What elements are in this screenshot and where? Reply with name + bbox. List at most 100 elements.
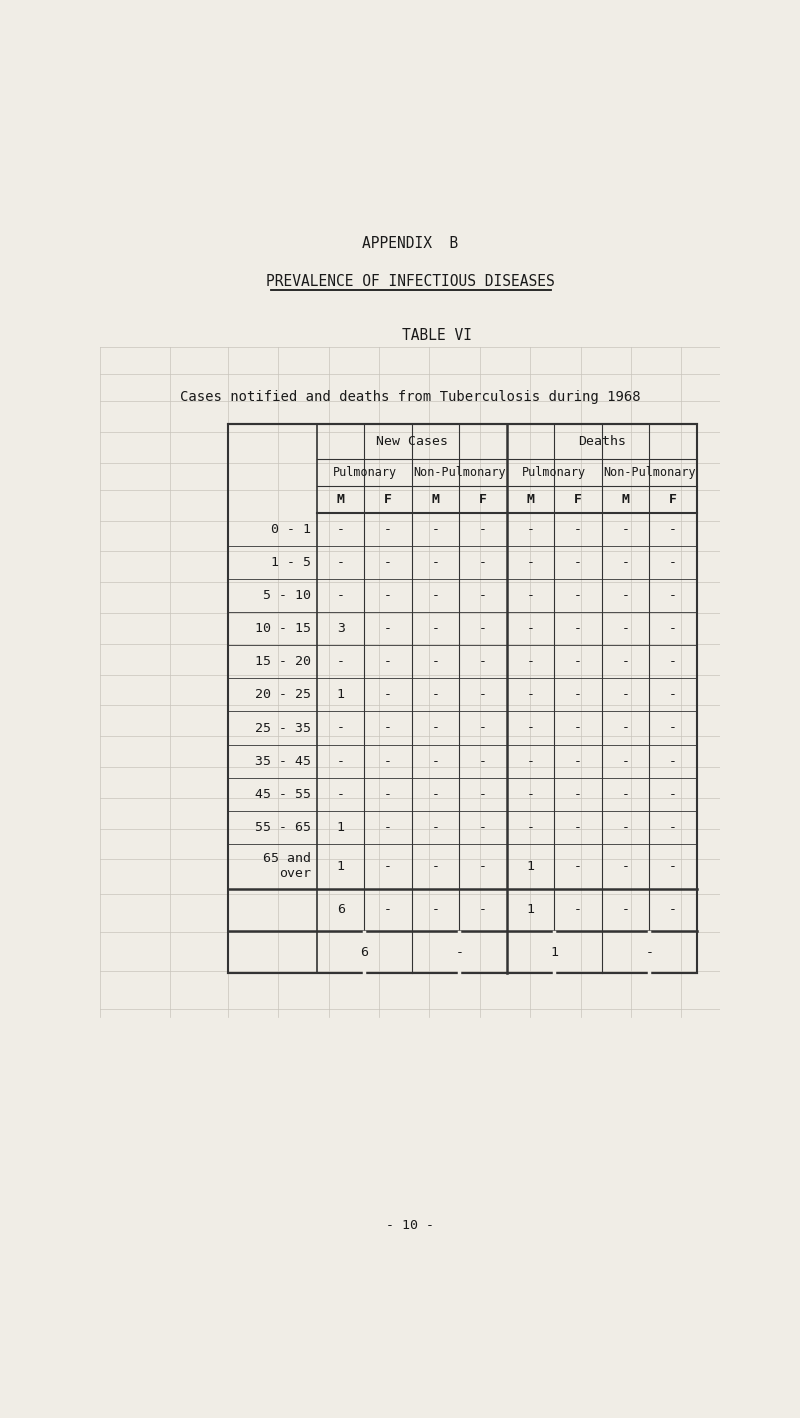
Text: -: - xyxy=(526,655,534,668)
Text: -: - xyxy=(384,722,392,735)
Text: -: - xyxy=(384,623,392,635)
Text: -: - xyxy=(479,722,487,735)
Text: -: - xyxy=(384,655,392,668)
Text: 15 - 20: 15 - 20 xyxy=(254,655,310,668)
Text: -: - xyxy=(479,655,487,668)
Text: 1: 1 xyxy=(526,859,534,872)
Text: 1: 1 xyxy=(337,688,345,702)
Text: -: - xyxy=(432,588,440,603)
Text: -: - xyxy=(526,788,534,801)
Text: -: - xyxy=(432,655,440,668)
Text: -: - xyxy=(622,903,630,916)
Text: -: - xyxy=(669,722,677,735)
Text: -: - xyxy=(574,523,582,536)
Text: -: - xyxy=(526,754,534,767)
Text: 1: 1 xyxy=(550,946,558,959)
Text: TABLE VI: TABLE VI xyxy=(402,328,472,343)
Text: M: M xyxy=(432,493,440,506)
Text: -: - xyxy=(432,788,440,801)
Text: -: - xyxy=(432,523,440,536)
Text: -: - xyxy=(526,523,534,536)
Text: -: - xyxy=(337,722,345,735)
Text: -: - xyxy=(574,859,582,872)
Text: -: - xyxy=(622,859,630,872)
Text: 1: 1 xyxy=(337,859,345,872)
Text: -: - xyxy=(622,655,630,668)
Text: -: - xyxy=(384,688,392,702)
Text: 45 - 55: 45 - 55 xyxy=(254,788,310,801)
Text: -: - xyxy=(669,788,677,801)
Text: -: - xyxy=(479,523,487,536)
Text: 25 - 35: 25 - 35 xyxy=(254,722,310,735)
Text: -: - xyxy=(669,859,677,872)
Text: -: - xyxy=(526,623,534,635)
Text: -: - xyxy=(622,556,630,569)
Text: -: - xyxy=(479,588,487,603)
Text: -: - xyxy=(574,588,582,603)
Text: -: - xyxy=(432,623,440,635)
Text: -: - xyxy=(432,556,440,569)
Text: -: - xyxy=(622,523,630,536)
Text: Deaths: Deaths xyxy=(578,435,626,448)
Text: -: - xyxy=(574,722,582,735)
Text: -: - xyxy=(479,903,487,916)
Text: -: - xyxy=(432,754,440,767)
Text: -: - xyxy=(574,754,582,767)
Text: M: M xyxy=(337,493,345,506)
Text: -: - xyxy=(337,556,345,569)
Text: -: - xyxy=(384,788,392,801)
Text: -: - xyxy=(669,903,677,916)
Text: F: F xyxy=(479,493,487,506)
Text: -: - xyxy=(526,556,534,569)
Text: -: - xyxy=(622,623,630,635)
Text: F: F xyxy=(384,493,392,506)
Text: F: F xyxy=(669,493,677,506)
Text: -: - xyxy=(479,821,487,834)
Text: 1 - 5: 1 - 5 xyxy=(270,556,310,569)
Text: -: - xyxy=(622,722,630,735)
Text: -: - xyxy=(622,588,630,603)
Text: -: - xyxy=(669,556,677,569)
Text: F: F xyxy=(574,493,582,506)
Text: New Cases: New Cases xyxy=(376,435,448,448)
Text: -: - xyxy=(384,588,392,603)
Text: -: - xyxy=(479,688,487,702)
Text: -: - xyxy=(479,754,487,767)
Text: 1: 1 xyxy=(337,821,345,834)
Text: -: - xyxy=(622,754,630,767)
Text: 35 - 45: 35 - 45 xyxy=(254,754,310,767)
Text: -: - xyxy=(669,655,677,668)
Text: -: - xyxy=(432,688,440,702)
Text: 6: 6 xyxy=(337,903,345,916)
Text: -: - xyxy=(384,859,392,872)
Text: -: - xyxy=(574,821,582,834)
Text: -: - xyxy=(622,688,630,702)
Text: -: - xyxy=(669,754,677,767)
Text: 5 - 10: 5 - 10 xyxy=(262,588,310,603)
Text: -: - xyxy=(384,903,392,916)
Text: -: - xyxy=(574,655,582,668)
Text: -: - xyxy=(622,821,630,834)
Text: -: - xyxy=(574,903,582,916)
Text: -: - xyxy=(384,556,392,569)
Text: -: - xyxy=(526,821,534,834)
Text: -: - xyxy=(337,655,345,668)
Text: 20 - 25: 20 - 25 xyxy=(254,688,310,702)
Text: -: - xyxy=(526,688,534,702)
Text: -: - xyxy=(479,556,487,569)
Text: -: - xyxy=(669,688,677,702)
Text: -: - xyxy=(432,821,440,834)
Text: 1: 1 xyxy=(526,903,534,916)
Text: -: - xyxy=(432,859,440,872)
Text: - 10 -: - 10 - xyxy=(386,1218,434,1232)
Text: 65 and
over: 65 and over xyxy=(262,852,310,881)
Text: PREVALENCE OF INFECTIOUS DISEASES: PREVALENCE OF INFECTIOUS DISEASES xyxy=(266,274,554,289)
Text: -: - xyxy=(669,821,677,834)
Text: -: - xyxy=(455,946,463,959)
Text: -: - xyxy=(574,623,582,635)
Text: -: - xyxy=(432,903,440,916)
Text: 0 - 1: 0 - 1 xyxy=(270,523,310,536)
Text: -: - xyxy=(622,788,630,801)
Text: -: - xyxy=(574,788,582,801)
Text: -: - xyxy=(526,722,534,735)
